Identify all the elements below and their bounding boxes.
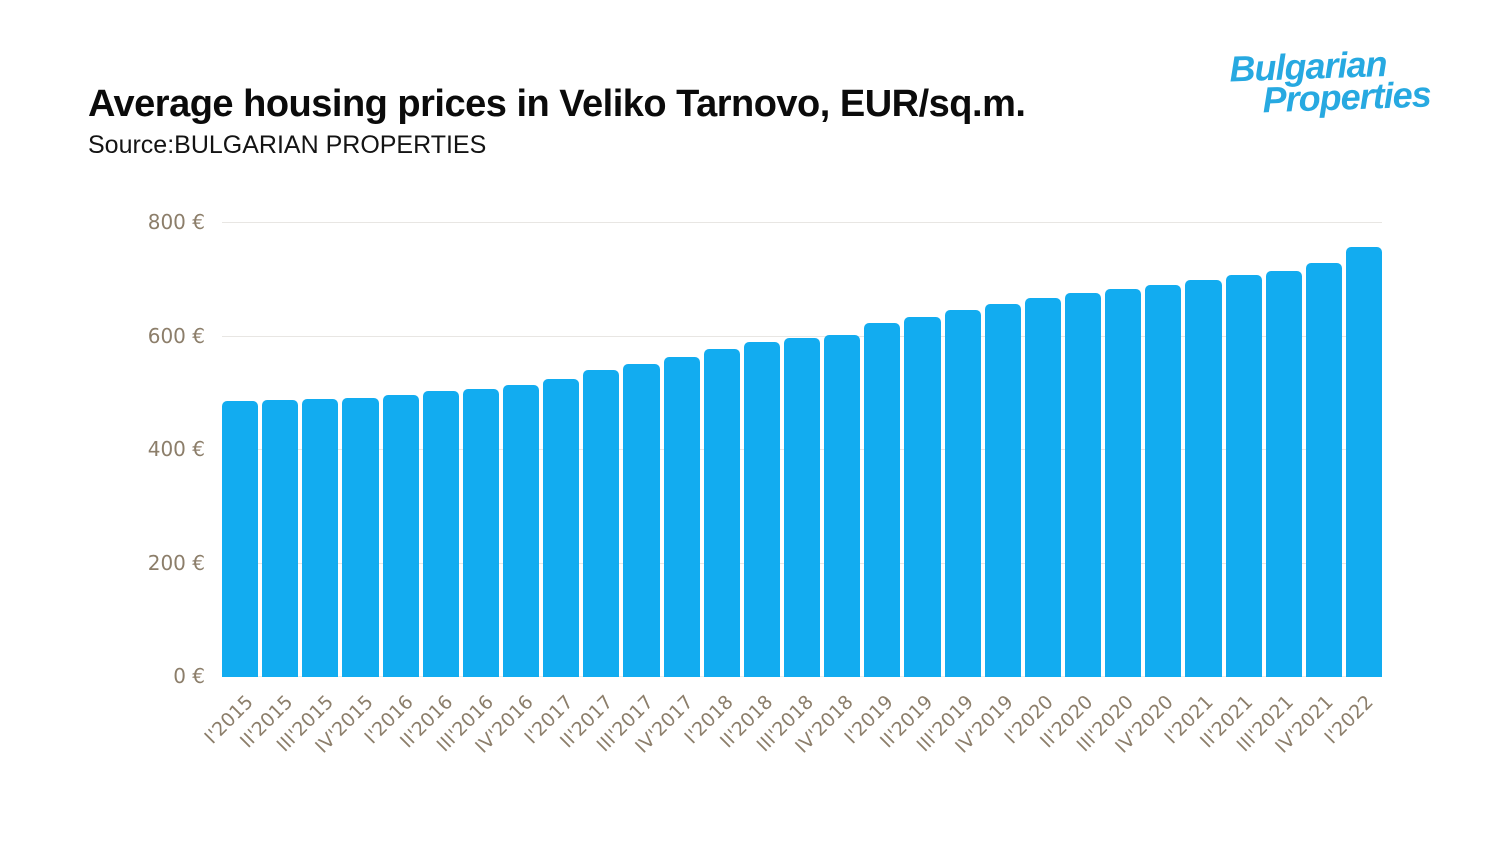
- chart-title: Average housing prices in Veliko Tarnovo…: [88, 83, 1026, 126]
- bar-IV'2015: [342, 397, 379, 677]
- bar-III'2021: [1265, 270, 1302, 677]
- bar-III'2017: [623, 363, 660, 677]
- bars-layer: [222, 223, 1383, 677]
- y-tick-label: 0 €: [173, 664, 205, 688]
- y-tick-label: 400 €: [147, 437, 205, 461]
- gridline-800: 800 €: [148, 210, 1382, 234]
- y-tick-label: 800 €: [147, 210, 205, 234]
- bar-IV'2016: [502, 384, 540, 677]
- bar-I'2015: [222, 400, 259, 677]
- bar-III'2015: [302, 398, 339, 677]
- bar-II'2015: [262, 399, 299, 677]
- bar-II'2019: [904, 316, 941, 677]
- bar-I'2019: [864, 323, 901, 677]
- bar-II'2021: [1225, 275, 1262, 677]
- bar-II'2016: [422, 390, 459, 677]
- plot-area: 0 € 200 € 400 € 600 € 800 €: [148, 210, 1383, 688]
- gridline-600: 600 €: [148, 324, 1382, 348]
- bar-I'2017: [543, 378, 580, 677]
- bar-III'2016: [462, 389, 499, 677]
- brand-logo: Bulgarian Properties: [1229, 43, 1432, 121]
- bar-II'2020: [1064, 292, 1102, 677]
- bar-IV'2018: [824, 334, 861, 677]
- x-axis-labels: I'2015 II'2015 III'2015 IV'2015 I'2016 II'201…: [200, 677, 1382, 817]
- bar-I'2020: [1024, 298, 1061, 677]
- y-tick-label: 200 €: [147, 550, 205, 575]
- bar-III'2020: [1105, 288, 1142, 677]
- brand-logo-line2: Properties: [1261, 73, 1432, 121]
- bar-IV'2019: [984, 303, 1021, 677]
- source-label: Source:BULGARIAN PROPERTIES: [88, 131, 487, 159]
- bar-III'2019: [944, 309, 981, 677]
- bar-I'2016: [382, 394, 419, 677]
- bar-I'2018: [703, 349, 740, 677]
- bar-III'2018: [783, 338, 821, 677]
- bar-II'2018: [743, 341, 780, 677]
- bar-II'2017: [583, 369, 620, 677]
- bar-IV'2020: [1145, 284, 1182, 677]
- bar-IV'2021: [1305, 262, 1342, 677]
- bar-I'2022: [1345, 247, 1383, 677]
- y-tick-label: 600 €: [147, 323, 205, 348]
- bar-I'2021: [1185, 279, 1222, 677]
- bar-IV'2017: [663, 356, 700, 677]
